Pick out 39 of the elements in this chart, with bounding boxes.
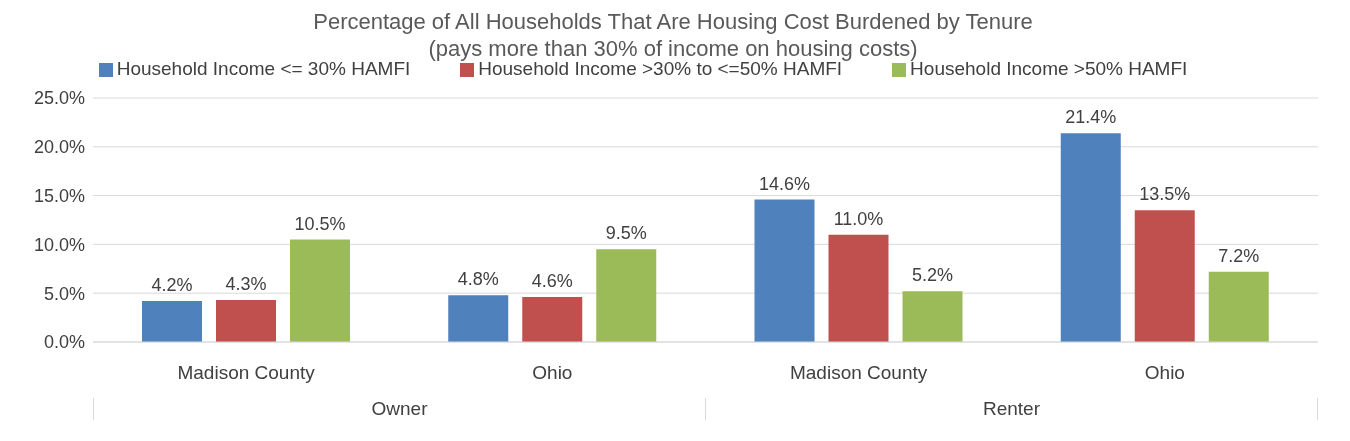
- bar: [290, 239, 350, 342]
- text: Owner: [93, 398, 705, 420]
- bar: [754, 199, 815, 342]
- y-tick-label: 10.0%: [33, 234, 85, 255]
- x-tick-label: Madison County: [177, 362, 316, 384]
- data-label: 21.4%: [1065, 107, 1117, 128]
- bar: [596, 249, 657, 342]
- data-label: 4.3%: [225, 274, 267, 295]
- text: Renter: [705, 398, 1318, 420]
- y-tick-label: 0.0%: [43, 332, 85, 353]
- bar: [902, 291, 963, 342]
- data-label: 4.6%: [531, 271, 573, 292]
- data-label: 13.5%: [1139, 184, 1191, 205]
- data-label: 14.6%: [758, 173, 811, 194]
- data-label: 4.8%: [457, 269, 499, 290]
- data-label: 9.5%: [605, 223, 647, 244]
- bar: [828, 234, 889, 342]
- bar: [1060, 133, 1121, 342]
- y-tick-label: 15.0%: [33, 185, 85, 206]
- bar: [142, 301, 202, 342]
- bar: [448, 295, 509, 342]
- y-tick-label: 20.0%: [33, 137, 85, 158]
- chart-title: Percentage of All Households That Are Housing Cost Burdened by Tenure: [312, 8, 1034, 35]
- data-label: 10.5%: [294, 213, 346, 234]
- data-label: 7.2%: [1218, 245, 1260, 266]
- x-tick-label: Ohio: [532, 362, 573, 384]
- data-label: 11.0%: [833, 208, 884, 229]
- y-tick-label: 25.0%: [33, 88, 85, 109]
- legend-label: Household Income <= 30% HAMFI: [116, 58, 411, 79]
- y-tick-label: 5.0%: [43, 283, 85, 304]
- legend-label: Household Income >30% to <=50% HAMFI: [478, 58, 843, 79]
- data-label: 5.2%: [911, 265, 954, 286]
- bar: [1208, 271, 1269, 342]
- bar: [1134, 210, 1195, 342]
- bar: [522, 297, 583, 342]
- bar: [216, 300, 276, 342]
- x-tick-label: Ohio: [1144, 362, 1185, 384]
- x-tick-label: Madison County: [789, 362, 928, 384]
- data-label: 4.2%: [151, 275, 193, 296]
